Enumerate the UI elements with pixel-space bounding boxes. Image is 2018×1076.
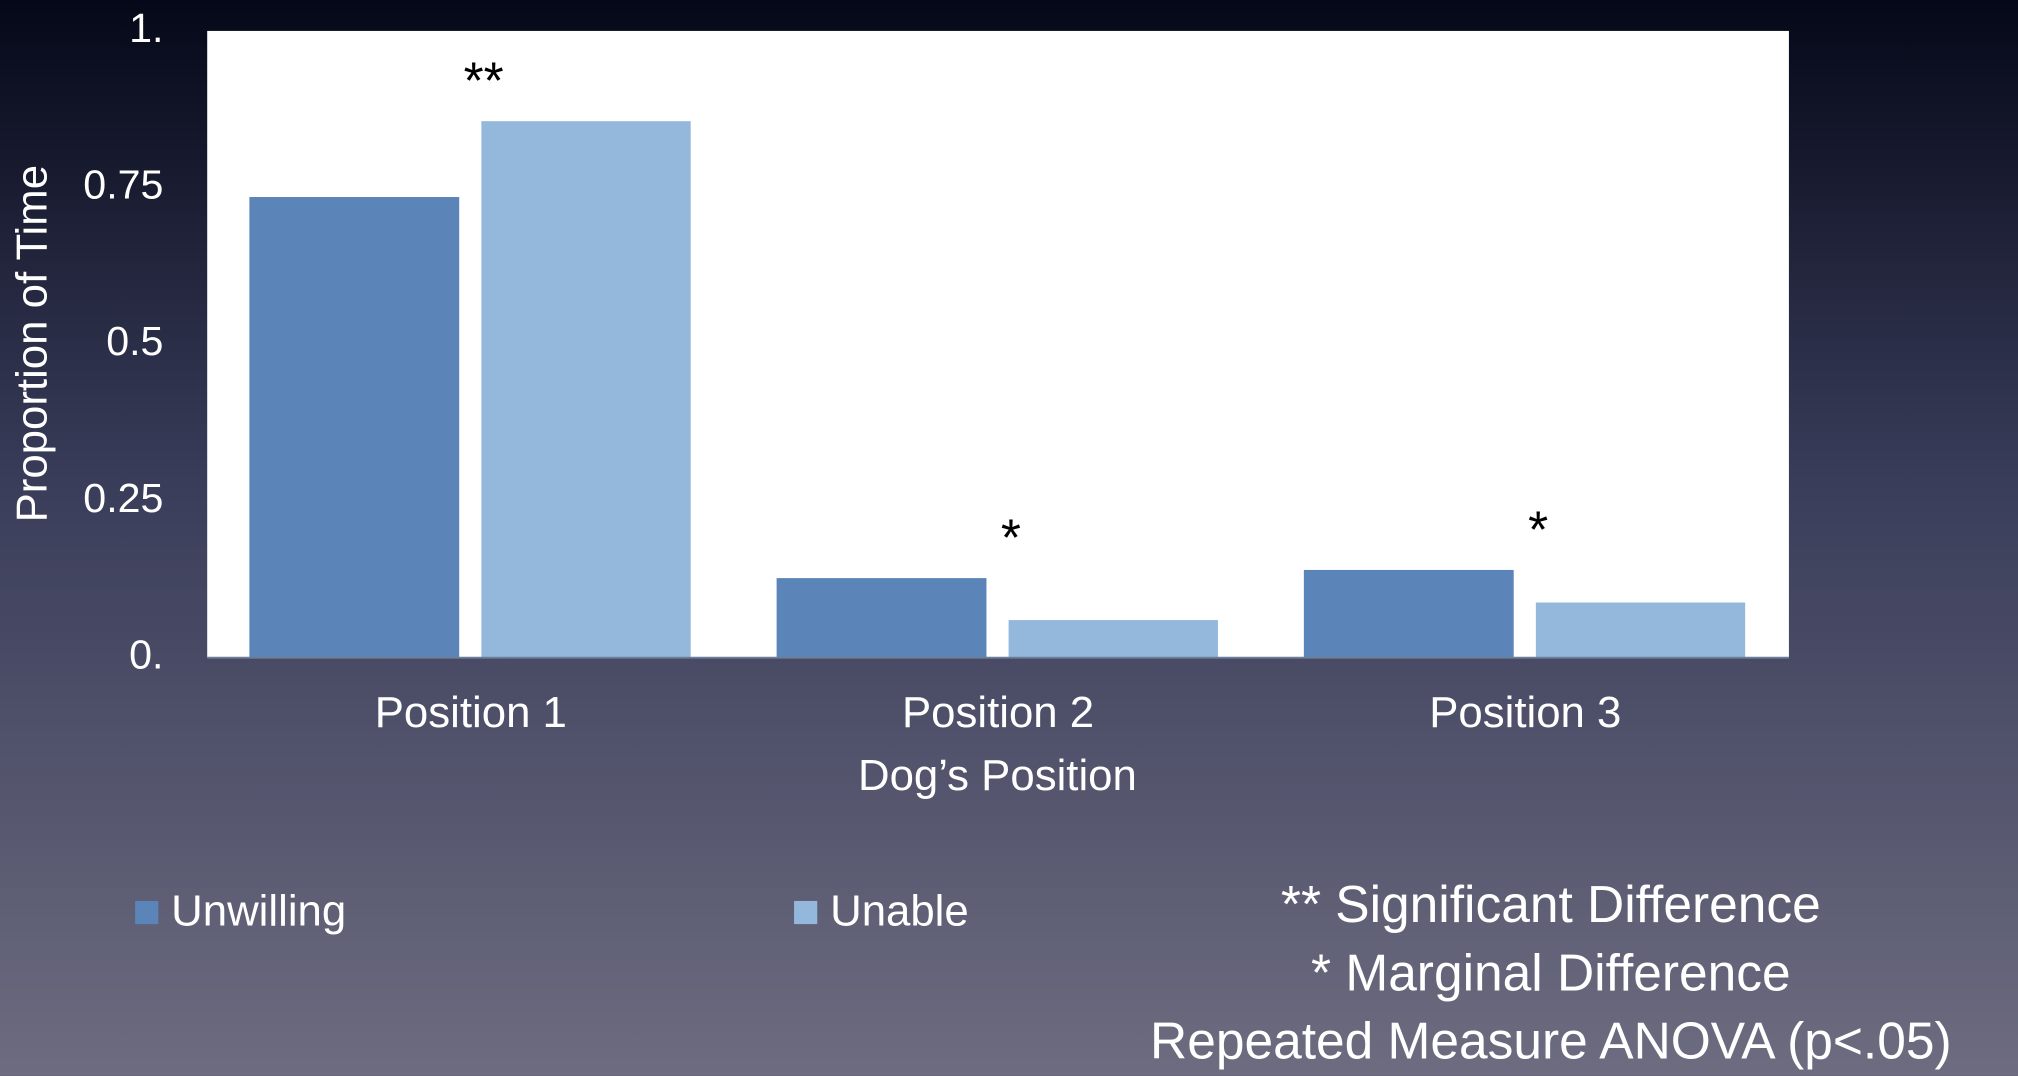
legend-swatch (794, 900, 818, 925)
bar (776, 578, 987, 658)
annotation: * (1001, 509, 1021, 567)
annotation: * (1528, 501, 1548, 559)
bar (481, 121, 691, 658)
y-axis-title: Proportion of Time (7, 165, 56, 522)
x-axis-title: Dog’s Position (858, 751, 1137, 800)
bar (1303, 569, 1514, 658)
x-tick-label: Position 2 (902, 688, 1094, 737)
x-tick-label: Position 1 (375, 688, 567, 737)
legend-label: Unable (830, 886, 969, 935)
annotation: ** (464, 52, 504, 110)
bar (249, 197, 460, 658)
legend-label: Unwilling (171, 886, 346, 935)
y-tick-label: 1. (129, 5, 163, 51)
legend-swatch (135, 900, 159, 925)
y-tick-label: 0.25 (83, 475, 163, 521)
footnote: * Marginal Difference (1311, 943, 1791, 1001)
bar (1008, 620, 1218, 658)
y-tick-label: 0.75 (83, 161, 163, 207)
x-tick-label: Position 3 (1429, 688, 1621, 737)
plot-area (207, 30, 1789, 658)
footnote: ** Significant Difference (1281, 875, 1821, 933)
bar (1535, 602, 1746, 658)
footnote: Repeated Measure ANOVA (p<.05) (1150, 1012, 1952, 1070)
y-tick-label: 0.5 (106, 318, 163, 364)
y-tick-label: 0. (129, 632, 163, 678)
